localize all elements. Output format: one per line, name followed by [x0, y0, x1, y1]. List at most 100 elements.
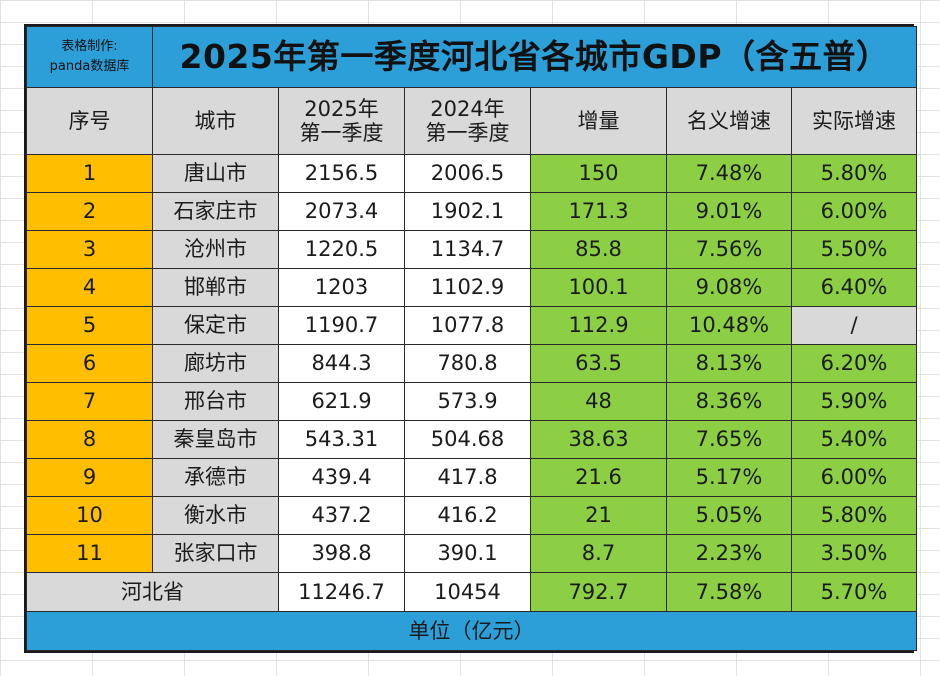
total-increase: 792.7	[530, 572, 667, 612]
header-nominal-growth: 名义增速	[666, 87, 792, 155]
cell-city: 廊坊市	[152, 344, 279, 383]
title-row: 表格制作: panda数据库 2025年第一季度河北省各城市GDP（含五普）	[26, 26, 918, 88]
cell-increase: 112.9	[530, 306, 667, 345]
cell-gdp-2025q1: 1190.7	[278, 306, 405, 345]
cell-increase: 171.3	[530, 192, 667, 231]
cell-gdp-2024q1: 1077.8	[404, 306, 531, 345]
cell-real-growth: 5.40%	[790, 420, 918, 459]
total-label: 河北省	[26, 572, 279, 612]
cell-real-growth: 5.50%	[790, 230, 918, 269]
cell-seq: 4	[26, 268, 153, 307]
table-row: 7 邢台市 621.9 573.9 48 8.36% 5.90%	[26, 382, 918, 421]
header-real-growth: 实际增速	[790, 87, 918, 155]
cell-city: 沧州市	[152, 230, 279, 269]
header-city: 城市	[152, 87, 279, 155]
cell-increase: 48	[530, 382, 667, 421]
cell-seq: 5	[26, 306, 153, 345]
cell-real-growth: /	[790, 306, 918, 345]
header-2024q1-line1: 2024年	[430, 96, 505, 121]
cell-city: 承德市	[152, 458, 279, 497]
cell-gdp-2025q1: 2073.4	[278, 192, 405, 231]
cell-nominal-growth: 2.23%	[666, 534, 792, 573]
cell-increase: 100.1	[530, 268, 667, 307]
cell-city: 邯郸市	[152, 268, 279, 307]
gdp-table: 表格制作: panda数据库 2025年第一季度河北省各城市GDP（含五普） 序…	[25, 26, 918, 651]
cell-nominal-growth: 5.05%	[666, 496, 792, 535]
cell-real-growth: 6.20%	[790, 344, 918, 383]
total-real-growth: 5.70%	[790, 572, 918, 612]
cell-city: 石家庄市	[152, 192, 279, 231]
header-increase: 增量	[530, 87, 667, 155]
cell-increase: 8.7	[530, 534, 667, 573]
cell-gdp-2024q1: 2006.5	[404, 154, 531, 193]
cell-increase: 38.63	[530, 420, 667, 459]
cell-seq: 3	[26, 230, 153, 269]
cell-gdp-2025q1: 543.31	[278, 420, 405, 459]
cell-increase: 63.5	[530, 344, 667, 383]
gdp-table-body: 表格制作: panda数据库 2025年第一季度河北省各城市GDP（含五普） 序…	[25, 26, 918, 651]
header-2024q1-line2: 第一季度	[425, 121, 510, 145]
cell-gdp-2025q1: 2156.5	[278, 154, 405, 193]
cell-increase: 21.6	[530, 458, 667, 497]
cell-nominal-growth: 9.01%	[666, 192, 792, 231]
cell-seq: 7	[26, 382, 153, 421]
cell-gdp-2025q1: 398.8	[278, 534, 405, 573]
table-row: 8 秦皇岛市 543.31 504.68 38.63 7.65% 5.40%	[26, 420, 918, 459]
table-row: 3 沧州市 1220.5 1134.7 85.8 7.56% 5.50%	[26, 230, 918, 269]
cell-seq: 11	[26, 534, 153, 573]
cell-seq: 1	[26, 154, 153, 193]
table-row: 9 承德市 439.4 417.8 21.6 5.17% 6.00%	[26, 458, 918, 497]
cell-city: 邢台市	[152, 382, 279, 421]
cell-nominal-growth: 7.56%	[666, 230, 792, 269]
cell-city: 唐山市	[152, 154, 279, 193]
cell-gdp-2024q1: 390.1	[404, 534, 531, 573]
total-gdp-2024q1: 10454	[404, 572, 531, 612]
cell-real-growth: 5.80%	[790, 154, 918, 193]
cell-gdp-2024q1: 573.9	[404, 382, 531, 421]
table-maker-cell: 表格制作: panda数据库	[26, 26, 153, 88]
table-maker-line2: panda数据库	[49, 59, 130, 74]
cell-nominal-growth: 8.36%	[666, 382, 792, 421]
cell-nominal-growth: 7.65%	[666, 420, 792, 459]
cell-increase: 85.8	[530, 230, 667, 269]
cell-gdp-2024q1: 417.8	[404, 458, 531, 497]
page-title: 2025年第一季度河北省各城市GDP（含五普）	[151, 26, 918, 88]
cell-seq: 6	[26, 344, 153, 383]
cell-real-growth: 6.00%	[790, 458, 918, 497]
gdp-table-sheet: 表格制作: panda数据库 2025年第一季度河北省各城市GDP（含五普） 序…	[24, 24, 918, 653]
cell-gdp-2024q1: 780.8	[404, 344, 531, 383]
unit-note: 单位（亿元）	[25, 611, 918, 651]
table-row: 2 石家庄市 2073.4 1902.1 171.3 9.01% 6.00%	[26, 192, 918, 231]
cell-nominal-growth: 10.48%	[666, 306, 792, 345]
cell-city: 张家口市	[152, 534, 279, 573]
table-row: 1 唐山市 2156.5 2006.5 150 7.48% 5.80%	[26, 154, 918, 193]
cell-increase: 150	[530, 154, 667, 193]
header-2025q1: 2025年 第一季度	[278, 87, 405, 155]
cell-gdp-2025q1: 437.2	[278, 496, 405, 535]
table-maker-line1: 表格制作:	[61, 38, 118, 54]
cell-nominal-growth: 9.08%	[666, 268, 792, 307]
table-row: 6 廊坊市 844.3 780.8 63.5 8.13% 6.20%	[26, 344, 918, 383]
cell-real-growth: 3.50%	[790, 534, 918, 573]
header-row: 序号 城市 2025年 第一季度 2024年 第一季度 增量 名义增速 实际增速	[26, 87, 918, 155]
cell-seq: 2	[26, 192, 153, 231]
table-row: 4 邯郸市 1203 1102.9 100.1 9.08% 6.40%	[26, 268, 918, 307]
cell-real-growth: 5.80%	[790, 496, 918, 535]
cell-nominal-growth: 5.17%	[666, 458, 792, 497]
table-row: 11 张家口市 398.8 390.1 8.7 2.23% 3.50%	[26, 534, 918, 573]
cell-seq: 8	[26, 420, 153, 459]
cell-gdp-2025q1: 844.3	[278, 344, 405, 383]
cell-increase: 21	[530, 496, 667, 535]
cell-real-growth: 5.90%	[790, 382, 918, 421]
cell-gdp-2025q1: 1203	[278, 268, 405, 307]
header-2025q1-line2: 第一季度	[299, 121, 384, 145]
cell-gdp-2024q1: 1134.7	[404, 230, 531, 269]
cell-city: 秦皇岛市	[152, 420, 279, 459]
total-gdp-2025q1: 11246.7	[278, 572, 405, 612]
cell-gdp-2024q1: 504.68	[404, 420, 531, 459]
footer-row: 单位（亿元）	[25, 611, 918, 651]
cell-gdp-2025q1: 439.4	[278, 458, 405, 497]
cell-gdp-2024q1: 416.2	[404, 496, 531, 535]
header-2025q1-line1: 2025年	[304, 96, 379, 121]
cell-seq: 9	[26, 458, 153, 497]
